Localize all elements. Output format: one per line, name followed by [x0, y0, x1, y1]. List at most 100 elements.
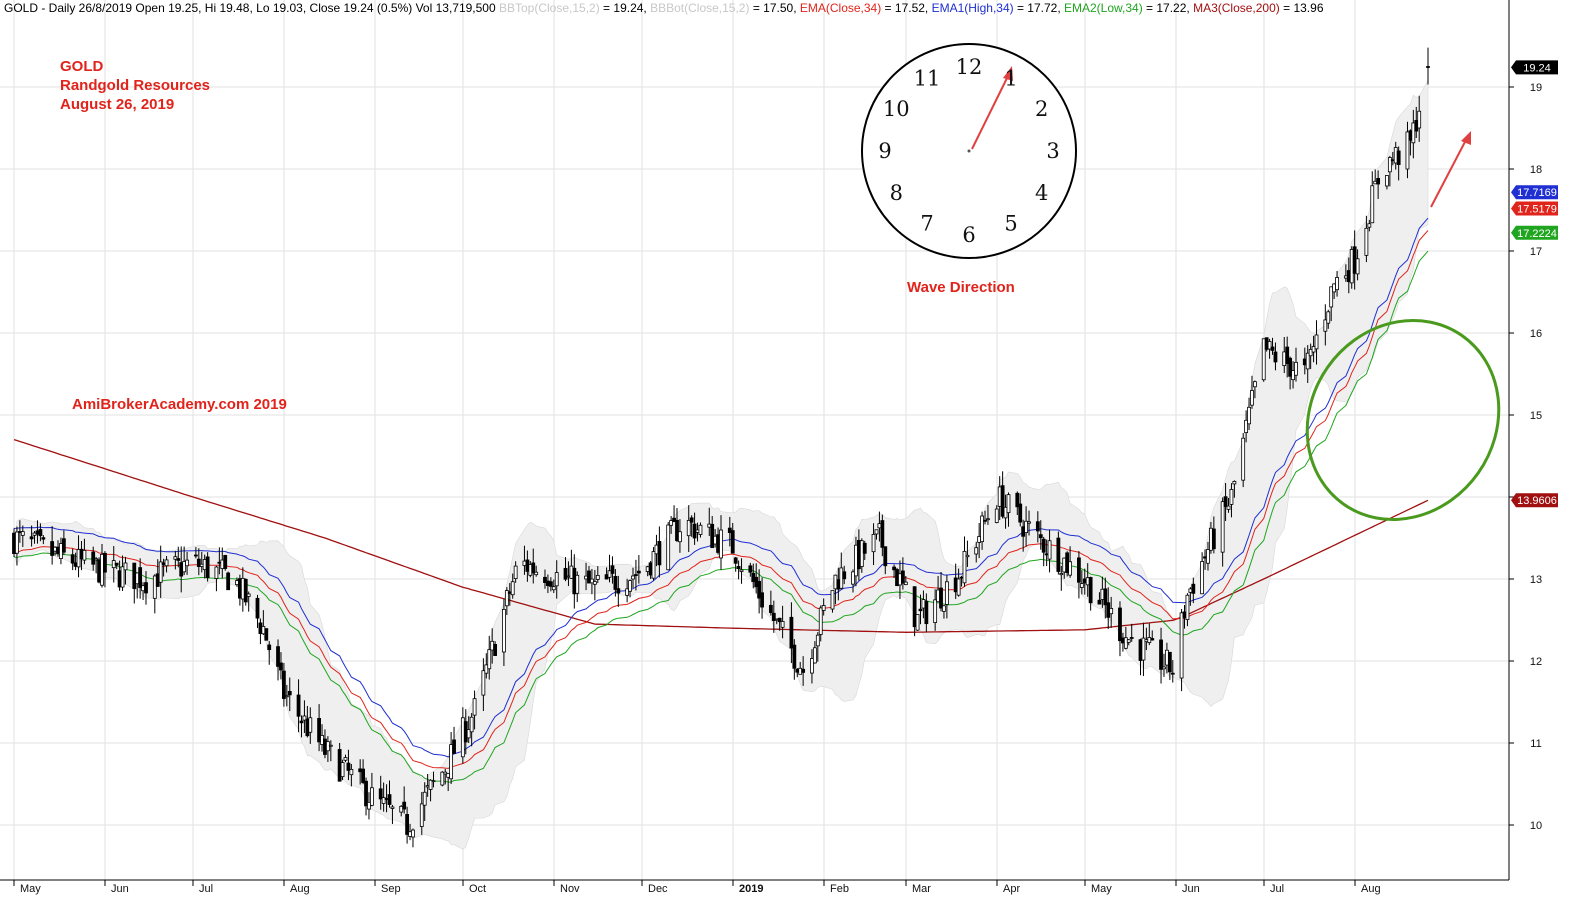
candle-body [1118, 607, 1122, 642]
candle-body [411, 829, 415, 838]
candle-body [575, 574, 580, 594]
y-tick-label: 15 [1530, 410, 1542, 422]
candle-body [138, 567, 143, 588]
candle-body [281, 670, 286, 699]
candle-body [144, 582, 148, 594]
candle-body [1088, 577, 1093, 604]
candle-body [1035, 521, 1040, 532]
company-label: Randgold Resources [60, 77, 210, 94]
candle-body [851, 571, 855, 585]
value-tag [1511, 201, 1558, 216]
x-tick-label: 2019 [739, 883, 763, 895]
candle-body [616, 588, 621, 594]
clock-number: 12 [956, 55, 983, 79]
candle-body [1159, 639, 1163, 670]
candle-body [1396, 150, 1401, 165]
y-tick-label: 13 [1530, 574, 1542, 586]
header-segment: = 17.72, [1014, 1, 1064, 15]
candle-body [205, 556, 210, 579]
y-tick-label: 18 [1530, 164, 1542, 176]
candle-body [780, 621, 785, 628]
candle-body [980, 515, 984, 543]
candle-body [733, 557, 738, 564]
value-tag [1511, 185, 1558, 200]
candle-body [912, 586, 917, 628]
x-tick-label: Nov [560, 883, 580, 895]
candle-body [302, 715, 307, 721]
candle-body [818, 607, 823, 635]
candle-body [1285, 346, 1290, 364]
candle-body [1364, 227, 1369, 256]
trend-arrow-head [1461, 131, 1471, 145]
x-tick-label: Apr [1003, 883, 1020, 895]
candle-body [592, 581, 597, 585]
candle-body [675, 519, 679, 542]
value-tag-label: 17.5179 [1517, 204, 1557, 216]
candle-body [308, 717, 313, 733]
x-tick-label: Jun [1182, 883, 1200, 895]
candle-body [1270, 346, 1275, 351]
candle-body [449, 744, 454, 780]
candle-body [965, 554, 970, 558]
candle-body [830, 590, 835, 610]
candle-body [349, 769, 354, 776]
candle-body [504, 590, 509, 607]
candle-body [543, 576, 547, 583]
candle-body [267, 644, 272, 651]
candle-body [880, 520, 885, 548]
candle-body [933, 599, 938, 623]
y-tick-label: 17 [1530, 246, 1542, 258]
clock-hand-arrowhead [1003, 66, 1013, 81]
clock-number: 2 [1035, 97, 1048, 121]
value-tag [1511, 225, 1558, 240]
candle-body [1103, 588, 1108, 606]
candle-body [387, 794, 392, 805]
candle-body [1308, 349, 1313, 357]
candle-body [443, 771, 448, 775]
candle-body [1109, 608, 1114, 615]
y-tick-label: 11 [1530, 738, 1541, 750]
candle-body [82, 549, 87, 561]
candle-body [974, 547, 979, 555]
candle-body [405, 814, 410, 835]
candle-body [469, 716, 474, 733]
candle-body [1097, 599, 1102, 605]
value-tags: 19.24 17.7169 17.5179 17.2224 13.9606 [1511, 60, 1558, 508]
candle-body [730, 530, 735, 554]
candle-body [279, 662, 283, 671]
candle-body [38, 529, 43, 537]
candle-body [296, 694, 301, 717]
candle-body [956, 578, 961, 596]
header-segment: BBTop(Close,15,2) [499, 1, 600, 15]
time-axis: May Jun Jul Aug Sep Oct Nov Dec 2019 Feb Mar Apr May… [13, 880, 1381, 895]
candle-body [381, 797, 386, 804]
candle-body [631, 575, 635, 580]
clock-number: 4 [1035, 181, 1048, 205]
candle-body [1079, 583, 1084, 588]
candle-body [1250, 390, 1254, 406]
header-segment: BBBot(Close,15,2) [650, 1, 749, 15]
candle-body [810, 658, 814, 674]
candle-body [223, 555, 228, 569]
candle-body [842, 571, 847, 580]
x-tick-label: Aug [1361, 883, 1381, 895]
candle-body [1232, 481, 1237, 485]
candle-body [196, 558, 201, 568]
candle-body [1385, 175, 1389, 187]
x-tick-label: Mar [912, 883, 931, 895]
candle-body [1288, 357, 1293, 377]
y-tick-label: 19 [1530, 82, 1542, 94]
x-tick-label: May [20, 883, 41, 895]
candle-body [634, 574, 638, 576]
candle-body [636, 570, 641, 574]
candle-body [487, 649, 492, 670]
candle-body [94, 558, 99, 561]
candle-body [466, 729, 471, 739]
header-segment: = 17.22, [1143, 1, 1193, 15]
candle-body [41, 537, 46, 540]
candle-body [944, 581, 949, 605]
value-tag [1511, 60, 1558, 75]
candle-body [610, 565, 615, 574]
